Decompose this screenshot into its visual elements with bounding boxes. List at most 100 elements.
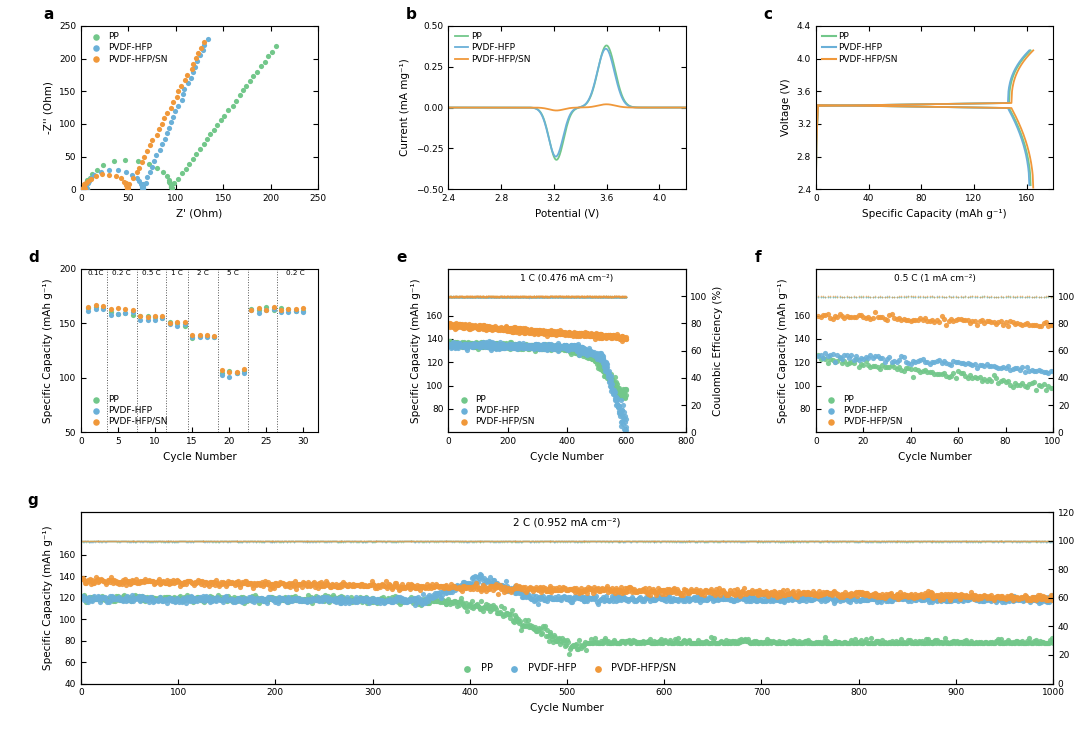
Point — [598, 372, 616, 384]
Point — [612, 536, 630, 548]
Point — [869, 535, 887, 547]
Point — [559, 344, 577, 356]
Point — [589, 362, 606, 374]
Point — [248, 593, 266, 605]
Point — [983, 291, 1000, 303]
Point — [487, 535, 504, 547]
Point — [854, 290, 872, 302]
Legend: PP, PVDF-HFP, PVDF-HFP/SN: PP, PVDF-HFP, PVDF-HFP/SN — [821, 30, 900, 66]
Point — [461, 290, 478, 302]
Point — [718, 536, 735, 548]
Point — [584, 291, 602, 303]
Point — [566, 291, 583, 303]
Point — [586, 290, 604, 302]
Point — [403, 535, 420, 547]
Point — [572, 327, 590, 339]
Point — [610, 290, 627, 302]
Point — [611, 290, 629, 302]
Point — [551, 535, 568, 547]
Point — [302, 536, 320, 548]
Point — [975, 637, 993, 649]
Point — [505, 325, 523, 337]
Point — [534, 343, 551, 355]
Point — [441, 582, 458, 594]
Point — [853, 637, 870, 649]
Point — [463, 340, 481, 352]
Point — [516, 340, 534, 352]
Point — [549, 291, 566, 303]
Point — [325, 580, 342, 592]
Point — [971, 536, 988, 548]
Point — [961, 590, 978, 602]
Point — [105, 595, 122, 607]
Point — [651, 535, 669, 547]
Point — [985, 291, 1002, 303]
Point — [492, 291, 510, 303]
Point — [698, 536, 715, 548]
Point — [602, 291, 619, 303]
Point — [350, 536, 367, 548]
Point — [309, 594, 326, 606]
Point — [556, 341, 573, 353]
Point — [608, 291, 625, 303]
Point — [865, 637, 882, 649]
Point — [907, 590, 924, 602]
Point — [242, 535, 259, 547]
Point — [295, 535, 312, 547]
Point — [610, 291, 627, 303]
Point — [605, 535, 622, 547]
Point — [415, 594, 432, 606]
Point — [869, 589, 887, 601]
Point — [889, 536, 906, 548]
Point — [607, 290, 624, 302]
Point — [828, 290, 846, 302]
Point — [743, 585, 760, 596]
Point — [690, 535, 707, 547]
Point — [562, 290, 579, 302]
Point — [814, 637, 832, 649]
Point — [650, 535, 667, 547]
Point — [565, 340, 582, 352]
Point — [886, 535, 903, 547]
Point — [509, 338, 526, 350]
Point — [352, 579, 369, 590]
Point — [514, 341, 531, 353]
Point — [453, 340, 470, 352]
Point — [535, 594, 552, 606]
Point — [483, 290, 500, 302]
Point — [569, 535, 586, 547]
Point — [566, 342, 583, 354]
Point — [599, 367, 617, 378]
Point — [323, 578, 340, 590]
Point — [827, 594, 845, 606]
Point — [580, 636, 597, 648]
Point — [581, 592, 598, 604]
Point — [701, 536, 718, 548]
Point — [522, 619, 539, 631]
Point — [77, 535, 94, 547]
Point — [588, 349, 605, 361]
Point — [461, 583, 478, 595]
Point — [991, 593, 1009, 605]
Point — [738, 595, 755, 607]
Point — [224, 535, 241, 547]
Point — [442, 338, 459, 350]
Point — [854, 637, 872, 649]
Point — [153, 313, 171, 324]
Point — [800, 590, 818, 602]
Point — [528, 291, 545, 303]
Point — [875, 637, 892, 649]
Point — [458, 536, 475, 548]
Point — [789, 535, 807, 547]
Point — [615, 290, 632, 302]
Point — [616, 291, 633, 303]
Point — [502, 341, 519, 353]
Point — [894, 535, 912, 547]
Point — [379, 593, 396, 605]
Point — [77, 183, 94, 194]
Point — [549, 536, 566, 548]
Point — [326, 593, 343, 605]
Point — [459, 339, 476, 351]
Point — [526, 290, 543, 302]
Point — [266, 592, 283, 604]
